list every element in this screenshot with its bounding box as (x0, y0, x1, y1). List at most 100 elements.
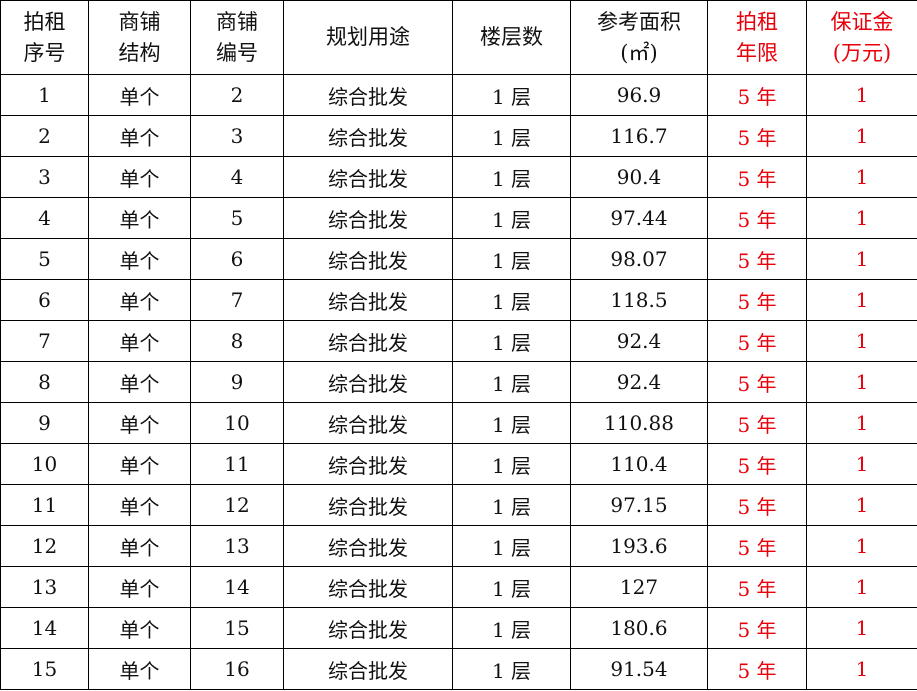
cell-shop-structure: 单个 (88, 402, 191, 444)
cell-lot-number: 12 (0, 525, 89, 567)
cell-lease-term: 5 年 (707, 279, 807, 321)
cell-shop-structure: 单个 (88, 566, 191, 608)
cell-reference-area: 92.4 (570, 320, 708, 362)
header-text: 参考面积 (597, 9, 681, 34)
cell-floors: 1 层 (452, 484, 571, 526)
cell-lot-number: 15 (0, 648, 89, 690)
cell-shop-structure: 单个 (88, 320, 191, 362)
cell-deposit: 1 (806, 361, 917, 403)
cell-planned-use: 综合批发 (283, 320, 453, 362)
cell-shop-number: 13 (190, 525, 284, 567)
cell-planned-use: 综合批发 (283, 361, 453, 403)
cell-planned-use: 综合批发 (283, 238, 453, 280)
cell-lot-number: 8 (0, 361, 89, 403)
cell-reference-area: 90.4 (570, 156, 708, 198)
cell-shop-structure: 单个 (88, 156, 191, 198)
cell-reference-area: 193.6 (570, 525, 708, 567)
cell-shop-number: 12 (190, 484, 284, 526)
cell-shop-structure: 单个 (88, 648, 191, 690)
header-text: 规划用途 (326, 25, 410, 49)
cell-deposit: 1 (806, 648, 917, 690)
cell-lease-term: 5 年 (707, 74, 807, 116)
cell-shop-number: 16 (190, 648, 284, 690)
cell-floors: 1 层 (452, 402, 571, 444)
cell-lot-number: 5 (0, 238, 89, 280)
cell-reference-area: 97.44 (570, 197, 708, 239)
cell-deposit: 1 (806, 320, 917, 362)
cell-lease-term: 5 年 (707, 238, 807, 280)
cell-lot-number: 6 (0, 279, 89, 321)
cell-shop-number: 5 (190, 197, 284, 239)
cell-planned-use: 综合批发 (283, 402, 453, 444)
cell-reference-area: 97.15 (570, 484, 708, 526)
cell-shop-number: 2 (190, 74, 284, 116)
cell-lease-term: 5 年 (707, 607, 807, 649)
cell-lot-number: 13 (0, 566, 89, 608)
cell-deposit: 1 (806, 279, 917, 321)
header-lease-term: 拍租 年限 (707, 0, 807, 75)
header-deposit: 保证金 (万元) (806, 0, 917, 75)
cell-floors: 1 层 (452, 607, 571, 649)
cell-deposit: 1 (806, 156, 917, 198)
header-text: 商铺 (216, 9, 258, 34)
cell-shop-structure: 单个 (88, 525, 191, 567)
cell-lease-term: 5 年 (707, 484, 807, 526)
header-text: 商铺 (118, 9, 161, 34)
header-lot-number: 拍租 序号 (0, 0, 89, 75)
cell-lot-number: 10 (0, 443, 89, 485)
cell-floors: 1 层 (452, 74, 571, 116)
cell-floors: 1 层 (452, 238, 571, 280)
header-reference-area: 参考面积 (㎡) (570, 0, 708, 75)
cell-shop-number: 6 (190, 238, 284, 280)
cell-lot-number: 9 (0, 402, 89, 444)
cell-lease-term: 5 年 (707, 443, 807, 485)
header-floors: 楼层数 (452, 0, 571, 75)
cell-floors: 1 层 (452, 443, 571, 485)
cell-planned-use: 综合批发 (283, 279, 453, 321)
cell-shop-number: 11 (190, 443, 284, 485)
cell-lot-number: 3 (0, 156, 89, 198)
cell-shop-structure: 单个 (88, 197, 191, 239)
cell-shop-number: 8 (190, 320, 284, 362)
cell-lot-number: 1 (0, 74, 89, 116)
header-text: (㎡) (620, 40, 658, 65)
cell-floors: 1 层 (452, 361, 571, 403)
cell-deposit: 1 (806, 197, 917, 239)
header-shop-structure: 商铺 结构 (88, 0, 191, 75)
cell-lot-number: 4 (0, 197, 89, 239)
cell-lease-term: 5 年 (707, 197, 807, 239)
cell-shop-structure: 单个 (88, 361, 191, 403)
cell-reference-area: 98.07 (570, 238, 708, 280)
header-text: (万元) (832, 40, 892, 65)
cell-planned-use: 综合批发 (283, 566, 453, 608)
cell-shop-structure: 单个 (88, 115, 191, 157)
cell-reference-area: 127 (570, 566, 708, 608)
cell-shop-number: 7 (190, 279, 284, 321)
cell-lease-term: 5 年 (707, 156, 807, 198)
cell-lot-number: 7 (0, 320, 89, 362)
header-text: 序号 (23, 40, 66, 65)
header-text: 年限 (736, 40, 778, 65)
cell-floors: 1 层 (452, 115, 571, 157)
cell-deposit: 1 (806, 525, 917, 567)
header-text: 拍租 (23, 9, 66, 34)
cell-lease-term: 5 年 (707, 361, 807, 403)
cell-shop-structure: 单个 (88, 238, 191, 280)
cell-deposit: 1 (806, 484, 917, 526)
cell-reference-area: 110.4 (570, 443, 708, 485)
cell-shop-number: 10 (190, 402, 284, 444)
cell-planned-use: 综合批发 (283, 648, 453, 690)
cell-floors: 1 层 (452, 525, 571, 567)
cell-shop-structure: 单个 (88, 607, 191, 649)
